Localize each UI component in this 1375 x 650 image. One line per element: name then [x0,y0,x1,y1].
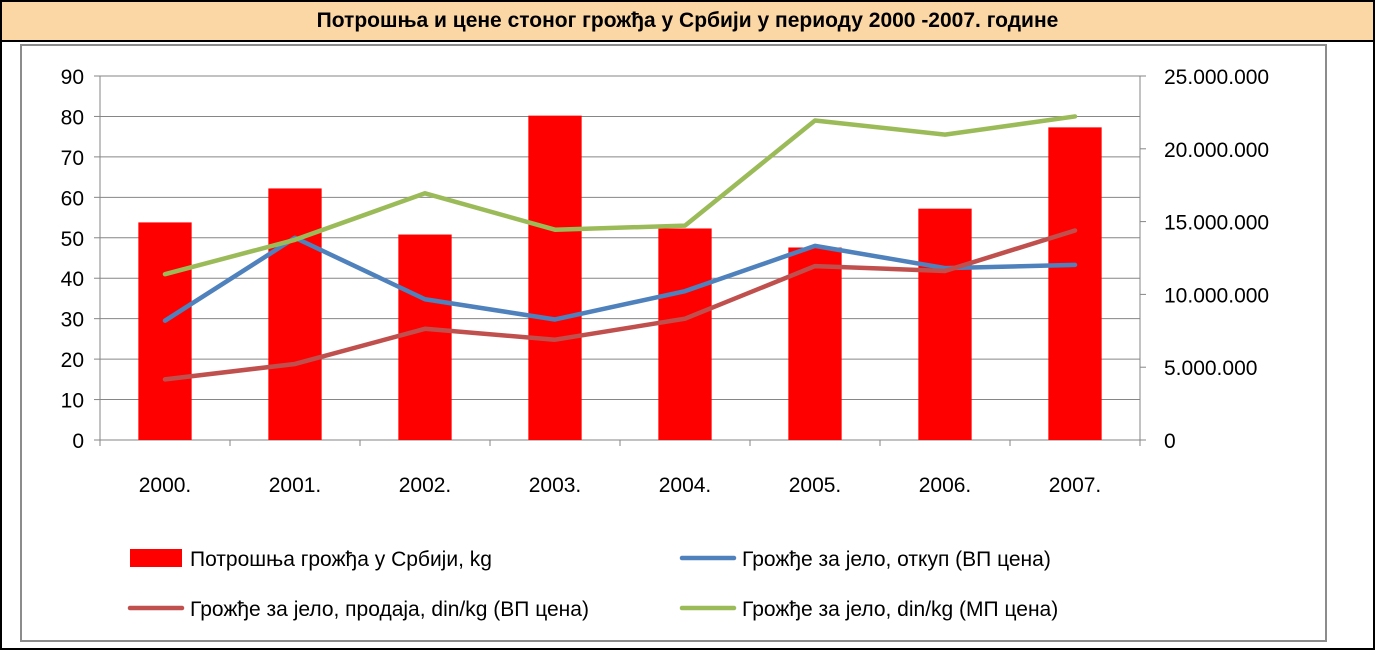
legend-label: Потрошња грожђа у Србији, kg [190,548,492,571]
left-tick-label: 90 [61,66,84,89]
series-line [162,235,1078,323]
right-tick-label: 20.000.000 [1164,139,1269,162]
right-tick-label: 15.000.000 [1164,212,1269,235]
bar [398,234,452,440]
x-tick-label: 2001. [269,474,322,497]
bar [918,208,972,440]
left-tick-label: 70 [61,147,84,170]
left-tick-label: 10 [61,390,84,413]
x-tick-label: 2000. [139,474,192,497]
bar [138,222,192,440]
legend-label: Грожђе за јело, продаја, din/kg (ВП цена… [190,598,589,621]
x-tick-label: 2004. [659,474,712,497]
x-tick-label: 2006. [919,474,972,497]
left-tick-label: 80 [61,106,84,129]
bar [658,228,712,440]
x-tick-label: 2003. [529,474,582,497]
bar [528,115,582,440]
legend-label: Грожђе за јело, откуп (ВП цена) [742,548,1051,571]
chart-area: 0 10 20 30 40 50 60 70 80 90 0 5.000.000 10.000.000 1… [20,44,1327,642]
left-tick-label: 0 [72,430,84,453]
combo-chart: 0 10 20 30 40 50 60 70 80 90 0 5.000.000 10.000.000 1… [61,66,1269,621]
left-tick-label: 30 [61,309,84,332]
series-line [162,114,1078,277]
legend-swatch [130,549,182,567]
x-tick-label: 2002. [399,474,452,497]
bar [1048,127,1102,440]
left-tick-label: 60 [61,187,84,210]
series-line [162,228,1078,382]
right-tick-label: 10.000.000 [1164,284,1269,307]
right-tick-label: 0 [1164,430,1176,453]
right-tick-label: 25.000.000 [1164,66,1269,89]
left-tick-label: 40 [61,268,84,291]
bar [788,247,842,440]
right-tick-label: 5.000.000 [1164,357,1257,380]
bar [268,188,322,440]
left-tick-label: 20 [61,349,84,372]
chart-title: Потрошња и цене стоног грожђа у Србији у… [2,2,1373,42]
x-tick-label: 2007. [1049,474,1102,497]
x-tick-label: 2005. [789,474,842,497]
left-tick-label: 50 [61,228,84,251]
legend-label: Грожђе за јело, din/kg (МП цена) [742,598,1058,621]
